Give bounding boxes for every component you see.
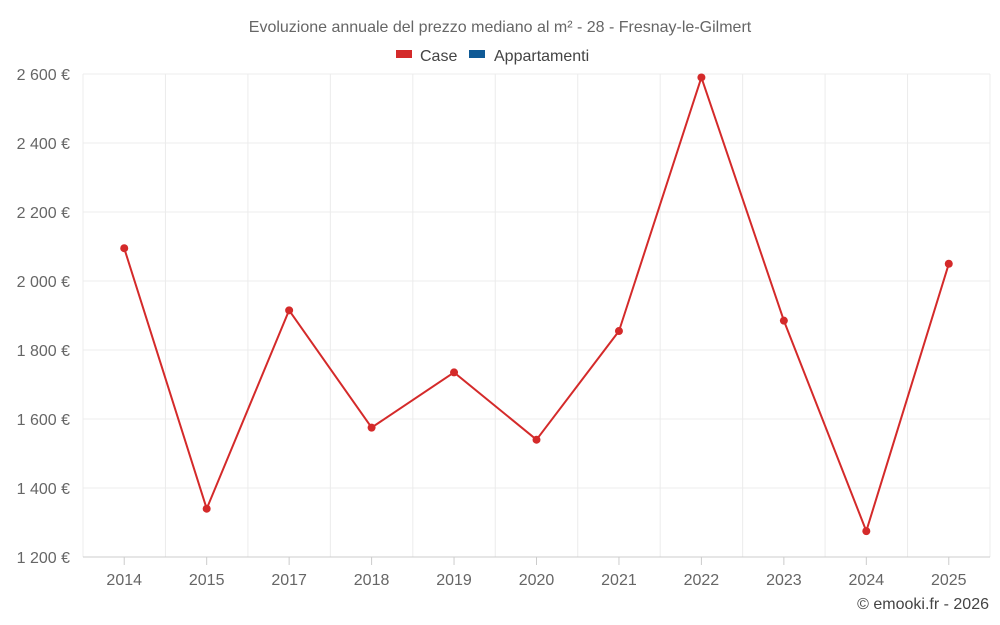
y-tick-label: 1 600 € <box>17 412 70 429</box>
y-tick-label: 2 600 € <box>17 67 70 84</box>
data-point <box>285 306 294 315</box>
data-point <box>367 423 376 432</box>
series-case <box>120 73 953 536</box>
axes: 1 200 € 1 400 € 1 600 € 1 800 € 2 000 € 2 200… <box>17 67 990 589</box>
x-tick-label: 2024 <box>849 572 885 589</box>
data-point <box>120 244 129 253</box>
data-point <box>944 259 953 268</box>
x-tick-label: 2014 <box>106 572 142 589</box>
legend-label-case: Case <box>420 48 457 65</box>
y-tick-label: 1 800 € <box>17 343 70 360</box>
x-tick-label: 2022 <box>684 572 720 589</box>
legend-swatch-appartamenti <box>469 50 485 58</box>
data-point <box>450 368 459 377</box>
x-tick-label: 2015 <box>189 572 225 589</box>
x-tick-label: 2021 <box>601 572 637 589</box>
y-tick-label: 1 400 € <box>17 481 70 498</box>
x-tick-label: 2023 <box>766 572 802 589</box>
y-tick-label: 2 200 € <box>17 205 70 222</box>
y-tick-label: 2 400 € <box>17 136 70 153</box>
x-tick-label: 2025 <box>931 572 967 589</box>
x-tick-label: 2018 <box>354 572 390 589</box>
data-point <box>779 316 788 325</box>
grid <box>82 73 991 557</box>
data-point <box>202 504 211 513</box>
data-point <box>532 435 541 444</box>
data-point <box>862 527 871 536</box>
data-point <box>614 327 623 336</box>
x-tick-label: 2017 <box>271 572 307 589</box>
credit-text: © emooki.fr - 2026 <box>857 596 989 613</box>
legend-item-case[interactable]: Case <box>396 48 457 65</box>
chart-title: Evoluzione annuale del prezzo mediano al… <box>249 19 752 36</box>
x-tick-label: 2020 <box>519 572 555 589</box>
y-tick-label: 1 200 € <box>17 550 70 567</box>
x-tick-label: 2019 <box>436 572 472 589</box>
legend-label-appartamenti: Appartamenti <box>494 48 589 65</box>
legend-swatch-case <box>396 50 412 58</box>
legend: Case Appartamenti <box>396 48 589 65</box>
data-point <box>697 73 706 82</box>
legend-item-appartamenti[interactable]: Appartamenti <box>469 48 589 65</box>
y-tick-label: 2 000 € <box>17 274 70 291</box>
